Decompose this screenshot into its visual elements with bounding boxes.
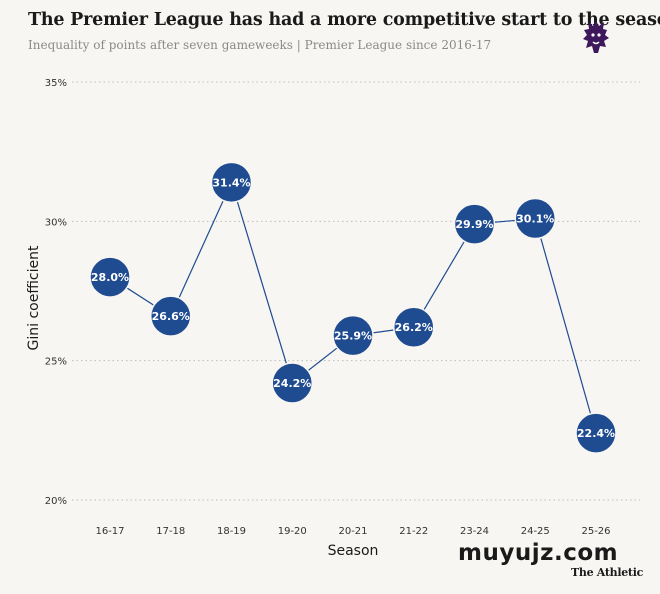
x-tick-label: 17-18 bbox=[156, 526, 185, 537]
data-point bbox=[575, 412, 617, 454]
x-tick-label: 24-25 bbox=[521, 526, 550, 537]
data-label: 28.0% bbox=[91, 271, 129, 284]
the-athletic-logo: The Athletic bbox=[571, 566, 643, 579]
data-label: 31.4% bbox=[212, 176, 250, 189]
data-label: 22.4% bbox=[577, 427, 615, 440]
premier-league-lion-icon bbox=[583, 21, 609, 53]
gridlines bbox=[72, 81, 640, 501]
watermark-text: muyujz.com bbox=[458, 540, 619, 566]
x-tick-label: 25-26 bbox=[581, 526, 610, 537]
x-tick-label: 18-19 bbox=[217, 526, 246, 537]
x-tick-label: 20-21 bbox=[338, 526, 367, 537]
y-tick-label: 20% bbox=[45, 496, 67, 507]
data-point bbox=[514, 197, 556, 240]
line-segment bbox=[230, 182, 293, 384]
x-tick-label: 16-17 bbox=[95, 526, 124, 537]
x-tick-label: 23-24 bbox=[460, 526, 489, 537]
x-axis-label: Season bbox=[328, 543, 379, 559]
y-axis-ticks: 20% 25% 30% 35% bbox=[45, 78, 67, 507]
data-point bbox=[210, 161, 253, 204]
data-point bbox=[271, 362, 313, 404]
data-label: 24.2% bbox=[273, 377, 311, 390]
data-points: 28.0% 26.6% 31.4% 24.2% 25.9% 26.2% 29.9% 30.1%… bbox=[89, 161, 617, 454]
line-segment bbox=[170, 182, 233, 317]
chart-subtitle: Inequality of points after seven gamewee… bbox=[28, 38, 492, 52]
data-point bbox=[150, 295, 192, 337]
line-segment bbox=[534, 218, 597, 434]
data-point bbox=[89, 256, 131, 298]
x-tick-label: 21-22 bbox=[399, 526, 428, 537]
y-tick-label: 25% bbox=[45, 357, 67, 368]
data-label: 30.1% bbox=[516, 213, 554, 226]
data-label: 26.2% bbox=[395, 321, 433, 334]
data-label: 25.9% bbox=[334, 330, 372, 343]
y-axis-label: Gini coefficient bbox=[26, 245, 42, 350]
x-axis-ticks: 16-17 17-18 18-19 19-20 20-21 21-22 23-24 24-25… bbox=[95, 526, 610, 537]
data-label: 26.6% bbox=[152, 310, 190, 323]
y-tick-label: 30% bbox=[45, 217, 67, 228]
y-tick-label: 35% bbox=[45, 78, 67, 89]
data-label: 29.9% bbox=[455, 218, 493, 231]
data-point bbox=[453, 203, 496, 245]
data-point bbox=[332, 314, 374, 357]
chart-title: The Premier League has had a more compet… bbox=[28, 10, 660, 30]
data-point bbox=[393, 306, 435, 348]
x-tick-label: 19-20 bbox=[278, 526, 307, 537]
